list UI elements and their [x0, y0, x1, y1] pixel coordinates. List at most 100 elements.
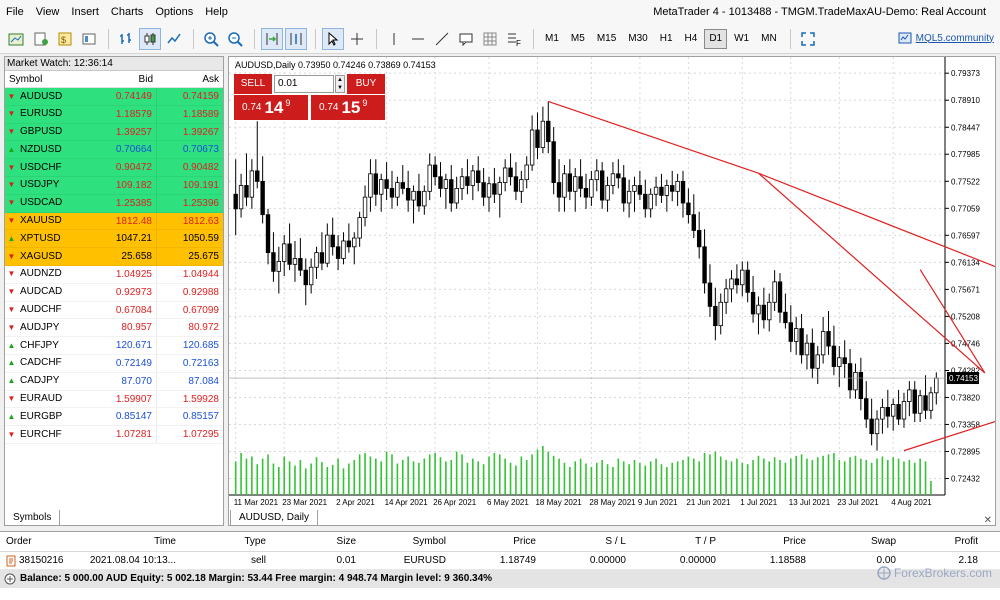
zoom-in-icon[interactable] — [200, 28, 222, 50]
header-ask[interactable]: Ask — [202, 74, 219, 85]
candle-bear — [556, 182, 562, 198]
market-watch-row[interactable]: ▲ CHFJPY 120.671 120.685 — [5, 337, 223, 355]
symbol-cell: ▼ AUDNZD — [5, 266, 91, 283]
ask-price: 0.67099 — [182, 304, 219, 316]
header-profit[interactable]: Profit — [954, 536, 978, 547]
market-watch-row[interactable]: ▼ XAUUSD 1812.48 1812.63 — [5, 212, 223, 231]
candle-bear — [265, 214, 271, 254]
cursor-icon[interactable] — [322, 27, 344, 50]
lot-spinner-icon[interactable]: ▲ ▼ — [335, 75, 345, 93]
menu-help[interactable]: Help — [205, 6, 228, 18]
market-watch-row[interactable]: ▼ AUDCAD 0.92973 0.92988 — [5, 283, 223, 302]
candle-bull — [470, 170, 476, 186]
crosshair-icon[interactable] — [346, 28, 368, 50]
grid-icon[interactable] — [479, 28, 501, 50]
symbol-name: EURCHF — [20, 428, 62, 440]
candle-bull — [605, 185, 610, 201]
ask-price: 1.04944 — [182, 268, 219, 280]
market-watch-row[interactable]: ▲ CADCHF 0.72149 0.72163 — [5, 354, 223, 373]
market-watch-icon[interactable]: $ — [54, 28, 76, 50]
lot-size-input[interactable]: 0.01 — [274, 75, 334, 93]
header-order[interactable]: Order — [6, 536, 32, 547]
header-symbol[interactable]: Symbol — [9, 74, 43, 85]
mql5-community-link[interactable]: MQL5.community — [898, 31, 994, 45]
x-tick-label: 4 Aug 2021 — [891, 498, 932, 507]
toolbar-separator — [193, 28, 194, 49]
timeframe-mn[interactable]: MN — [761, 32, 777, 44]
candle-bull — [594, 170, 599, 181]
market-watch-row[interactable]: ▼ USDCAD 1.25385 1.25396 — [5, 194, 223, 213]
header-price[interactable]: Price — [513, 536, 536, 547]
horizontal-line-icon[interactable] — [407, 28, 429, 50]
header-time[interactable]: Time — [154, 536, 176, 547]
market-watch-row[interactable]: ▼ XAGUSD 25.658 25.675 — [5, 248, 223, 266]
candle-bull — [281, 243, 287, 262]
line-chart-icon[interactable] — [163, 28, 185, 50]
header-type[interactable]: Type — [244, 536, 266, 547]
timeframe-m30[interactable]: M30 — [628, 32, 648, 44]
zoom-out-icon[interactable] — [224, 28, 246, 50]
fullscreen-icon[interactable] — [797, 28, 819, 50]
sell-price-button[interactable]: 0.74 14 9 — [234, 95, 308, 120]
market-watch-row[interactable]: ▼ USDCHF 0.90472 0.90482 — [5, 159, 223, 177]
close-icon[interactable]: ✕ — [983, 515, 992, 526]
sell-button[interactable]: SELL — [234, 74, 272, 94]
balance-row: Balance: 5 000.00 AUD Equity: 5 002.18 M… — [0, 570, 1000, 588]
header-swap[interactable]: Swap — [870, 536, 896, 547]
order-row[interactable]: 38150216 2021.08.04 10:13... sell 0.01 E… — [0, 552, 1000, 570]
market-watch-row[interactable]: ▼ EURUSD 1.18579 1.18589 — [5, 105, 223, 124]
timeframe-d1[interactable]: D1 — [704, 28, 728, 49]
header-bid[interactable]: Bid — [138, 74, 153, 85]
timeframe-m5[interactable]: M5 — [570, 32, 585, 44]
timeframe-m1[interactable]: M1 — [545, 32, 559, 44]
header-tp[interactable]: T / P — [695, 536, 716, 547]
candlestick-icon[interactable] — [139, 27, 161, 50]
timeframe-h4[interactable]: H4 — [684, 32, 698, 44]
chart-shift-icon[interactable] — [285, 27, 307, 50]
text-label-icon[interactable] — [455, 28, 477, 50]
header-sl[interactable]: S / L — [605, 536, 626, 547]
timeframe-h1[interactable]: H1 — [659, 32, 673, 44]
tab-symbols[interactable]: Symbols — [4, 510, 61, 526]
ask-price: 1.39267 — [182, 126, 219, 138]
menu-insert[interactable]: Insert — [71, 6, 99, 18]
market-watch-row[interactable]: ▼ AUDNZD 1.04925 1.04944 — [5, 265, 223, 284]
chart-window[interactable]: 0.79373 0.78910 0.78447 0.77985 0.77522 0.770… — [228, 56, 996, 526]
menu-view[interactable]: View — [35, 6, 60, 18]
new-chart-icon[interactable] — [6, 28, 28, 50]
vertical-line-icon[interactable] — [383, 28, 405, 50]
header-symbol[interactable]: Symbol — [412, 536, 446, 547]
navigator-icon[interactable] — [78, 28, 100, 50]
market-watch-row[interactable]: ▼ AUDCHF 0.67084 0.67099 — [5, 301, 223, 320]
market-watch-row[interactable]: ▼ EURCHF 1.07281 1.07295 — [5, 426, 223, 444]
candle-bear — [696, 230, 702, 248]
order-icon — [6, 555, 16, 566]
arrow-down-icon: ▼ — [7, 180, 16, 190]
bar-chart-icon[interactable] — [115, 28, 137, 50]
market-watch-row[interactable]: ▲ XPTUSD 1047.21 1050.59 — [5, 230, 223, 249]
market-watch-row[interactable]: ▼ GBPUSD 1.39257 1.39267 — [5, 123, 223, 142]
market-watch-row[interactable]: ▲ NZDUSD 0.70664 0.70673 — [5, 141, 223, 160]
price-chart[interactable]: 0.79373 0.78910 0.78447 0.77985 0.77522 0.770… — [229, 57, 996, 526]
market-watch-row[interactable]: ▼ AUDJPY 80.957 80.972 — [5, 319, 223, 338]
menu-file[interactable]: File — [6, 6, 24, 18]
timeframe-m15[interactable]: M15 — [596, 32, 617, 44]
auto-scroll-icon[interactable] — [261, 27, 283, 50]
header-current-price[interactable]: Price — [783, 536, 806, 547]
market-watch-row[interactable]: ▼ AUDUSD 0.74149 0.74159 — [5, 88, 223, 106]
market-watch-row[interactable]: ▲ CADJPY 87.070 87.084 — [5, 372, 223, 391]
ask-price: 1.25396 — [182, 197, 219, 209]
market-watch-row[interactable]: ▼ EURAUD 1.59907 1.59928 — [5, 390, 223, 409]
trendline-icon[interactable] — [431, 28, 453, 50]
menu-charts[interactable]: Charts — [110, 6, 144, 18]
header-size[interactable]: Size — [336, 536, 356, 547]
market-watch-row[interactable]: ▼ USDJPY 109.182 109.191 — [5, 176, 223, 195]
buy-button[interactable]: BUY — [347, 74, 385, 94]
timeframe-w1[interactable]: W1 — [734, 32, 750, 44]
buy-price-button[interactable]: 0.74 15 9 — [311, 95, 385, 120]
chart-tab-audusd[interactable]: AUDUSD, Daily — [230, 510, 319, 526]
profiles-icon[interactable] — [30, 28, 52, 50]
market-watch-row[interactable]: ▲ EURGBP 0.85147 0.85157 — [5, 408, 223, 427]
fibonacci-icon[interactable]: F — [503, 28, 525, 50]
menu-options[interactable]: Options — [155, 6, 194, 18]
